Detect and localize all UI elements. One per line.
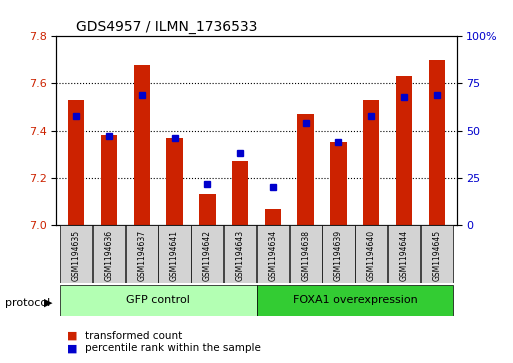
Bar [166, 138, 183, 225]
Bar [265, 209, 281, 225]
Text: transformed count: transformed count [85, 331, 182, 341]
Text: GSM1194641: GSM1194641 [170, 230, 179, 281]
Bar [298, 114, 314, 225]
Bar [363, 100, 380, 225]
Text: ■: ■ [67, 343, 77, 354]
Text: ■: ■ [67, 331, 77, 341]
Text: GSM1194635: GSM1194635 [72, 230, 81, 281]
FancyBboxPatch shape [93, 225, 125, 283]
Text: GFP control: GFP control [126, 295, 190, 305]
FancyBboxPatch shape [388, 225, 420, 283]
FancyBboxPatch shape [60, 285, 256, 316]
FancyBboxPatch shape [159, 225, 190, 283]
Text: ▶: ▶ [44, 298, 52, 308]
FancyBboxPatch shape [421, 225, 453, 283]
FancyBboxPatch shape [355, 225, 387, 283]
FancyBboxPatch shape [256, 285, 453, 316]
Bar [133, 65, 150, 225]
FancyBboxPatch shape [191, 225, 223, 283]
Bar [429, 60, 445, 225]
Text: GSM1194640: GSM1194640 [367, 230, 376, 281]
Bar [330, 143, 347, 225]
Text: protocol: protocol [5, 298, 50, 308]
Text: GSM1194637: GSM1194637 [137, 230, 146, 281]
FancyBboxPatch shape [257, 225, 289, 283]
Text: GSM1194638: GSM1194638 [301, 230, 310, 281]
FancyBboxPatch shape [224, 225, 256, 283]
Text: GSM1194634: GSM1194634 [268, 230, 278, 281]
Bar [101, 135, 117, 225]
FancyBboxPatch shape [290, 225, 322, 283]
Bar [396, 77, 412, 225]
Text: GSM1194644: GSM1194644 [400, 230, 408, 281]
Bar [199, 195, 215, 225]
Text: FOXA1 overexpression: FOXA1 overexpression [292, 295, 417, 305]
Text: percentile rank within the sample: percentile rank within the sample [85, 343, 261, 354]
Text: GSM1194639: GSM1194639 [334, 230, 343, 281]
Bar [232, 162, 248, 225]
FancyBboxPatch shape [323, 225, 354, 283]
Text: GDS4957 / ILMN_1736533: GDS4957 / ILMN_1736533 [76, 20, 258, 34]
Bar [68, 100, 84, 225]
Text: GSM1194636: GSM1194636 [105, 230, 113, 281]
FancyBboxPatch shape [126, 225, 158, 283]
Text: GSM1194645: GSM1194645 [432, 230, 441, 281]
FancyBboxPatch shape [60, 225, 92, 283]
Text: GSM1194642: GSM1194642 [203, 230, 212, 281]
Text: GSM1194643: GSM1194643 [235, 230, 245, 281]
